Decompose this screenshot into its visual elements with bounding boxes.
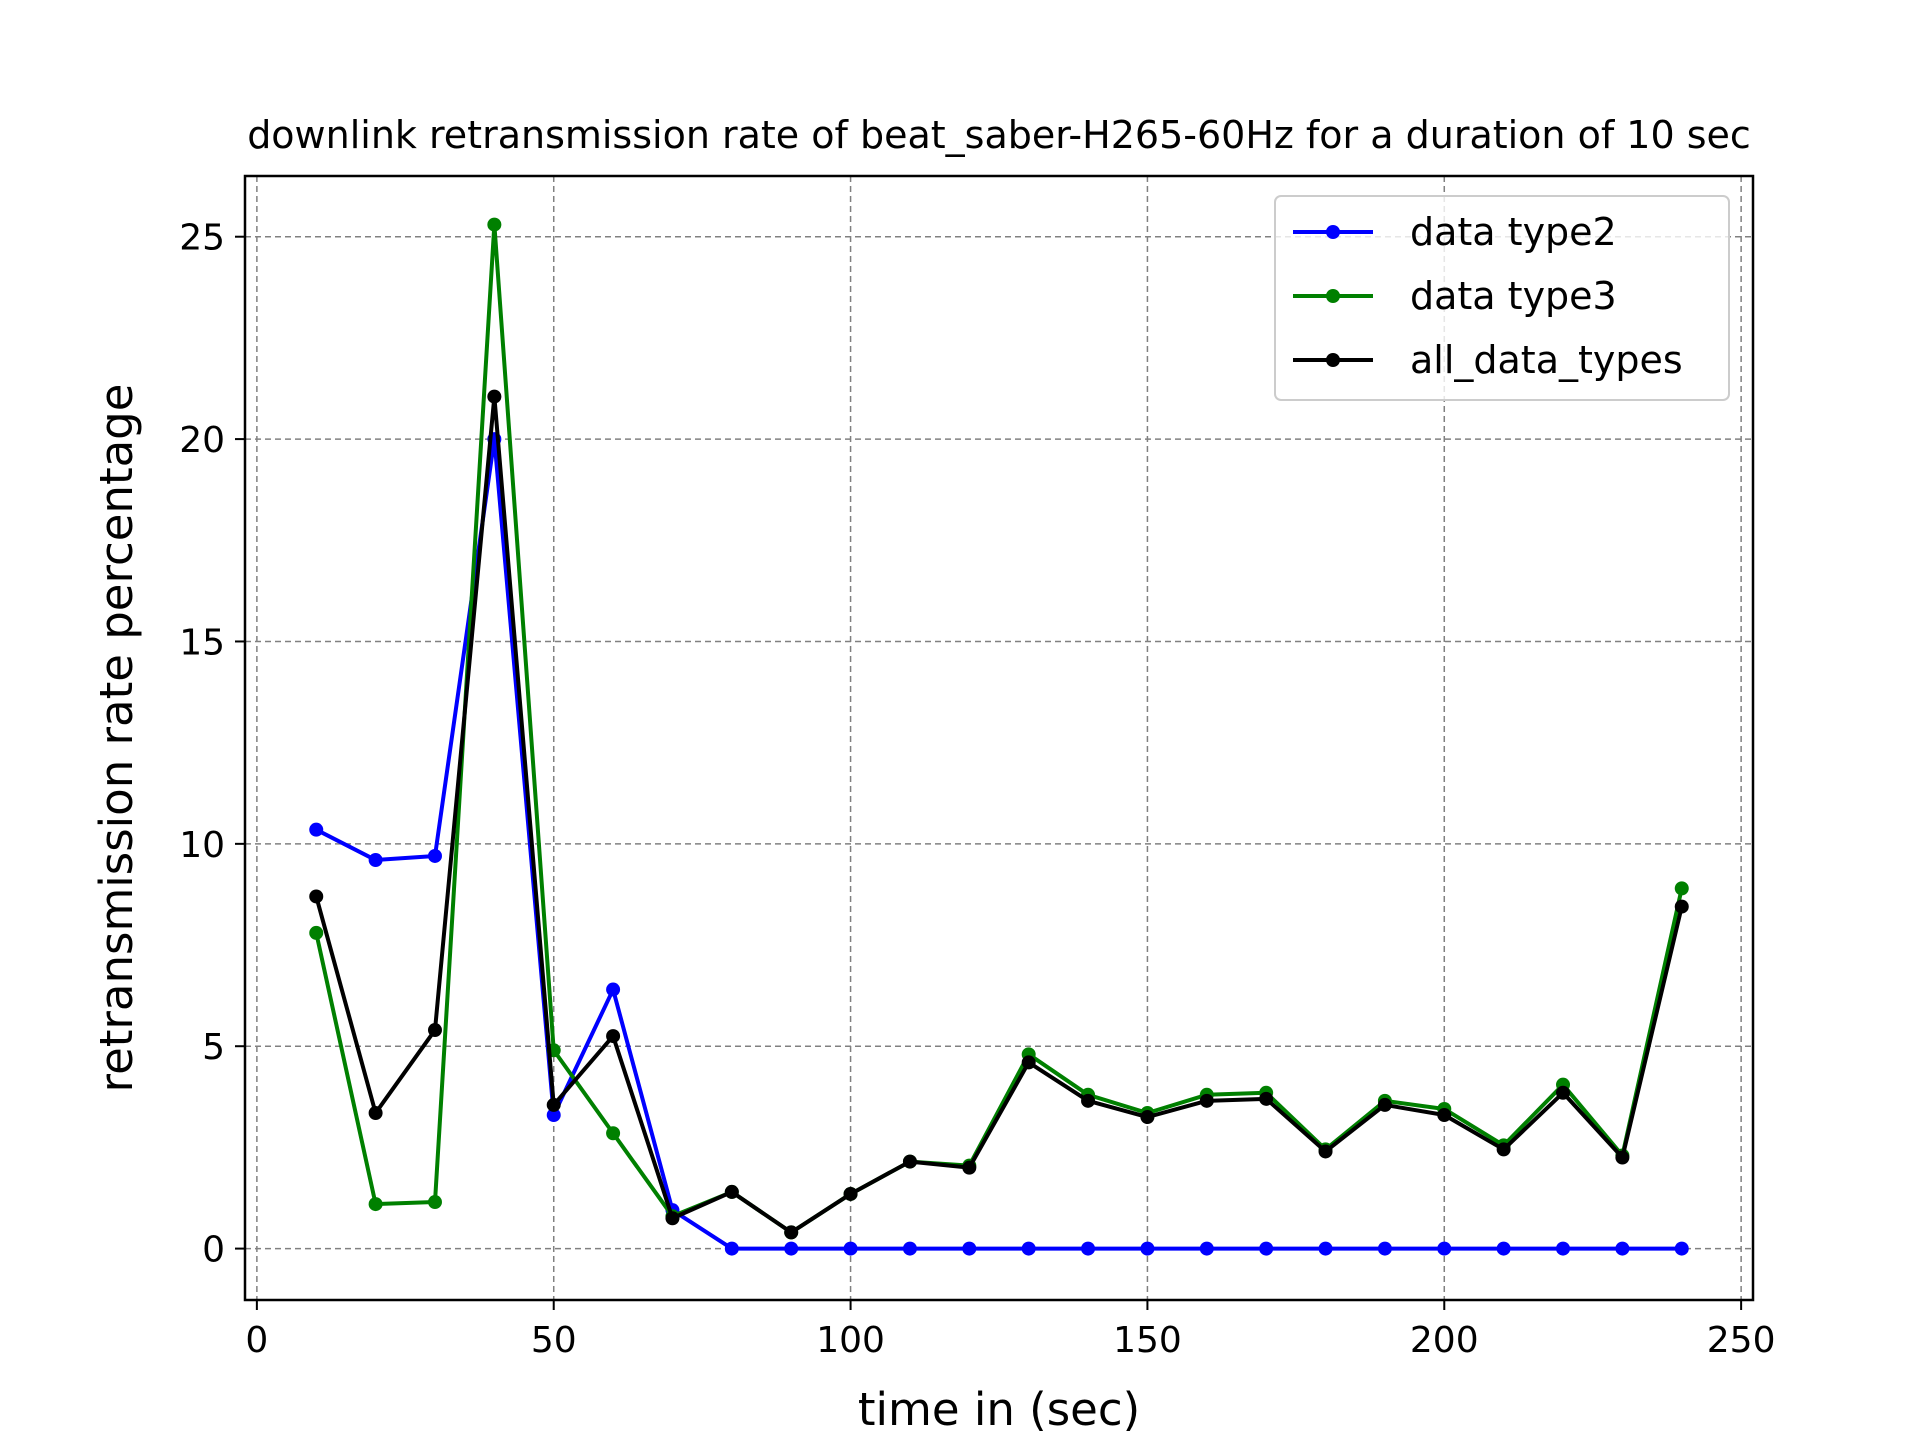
y-tick-label: 20 [179,420,225,461]
series-group [309,217,1689,1256]
data-point-data-type3 [368,1197,383,1212]
data-point-data-type3 [309,925,324,940]
data-point-data-type2 [1674,1241,1689,1256]
data-point-all-data-types [1259,1091,1274,1106]
data-point-data-type2 [1318,1241,1333,1256]
legend-marker-data-type3 [1326,289,1340,303]
data-point-all-data-types [1377,1097,1392,1112]
data-point-all-data-types [427,1023,442,1038]
y-tick-label: 25 [179,218,225,259]
x-axis-label: time in (sec) [858,1383,1140,1436]
x-tick-label: 0 [245,1320,268,1361]
data-point-data-type2 [309,822,324,837]
data-point-data-type2 [843,1241,858,1256]
legend-marker-data-type2 [1326,225,1340,239]
y-axis-label: retransmission rate percentage [90,384,143,1093]
data-point-data-type2 [1140,1241,1155,1256]
data-point-data-type2 [368,853,383,868]
data-point-data-type2 [784,1241,799,1256]
legend: data type2 data type3 all_data_types [1274,195,1730,401]
data-point-all-data-types [1615,1150,1630,1165]
data-point-all-data-types [843,1186,858,1201]
data-point-data-type2 [1199,1241,1214,1256]
axis-ticks: 0 50 100 150 200 250 0 5 10 15 20 25 [179,218,1775,1361]
x-tick-label: 250 [1707,1320,1776,1361]
legend-label-all-data-types: all_data_types [1410,338,1683,382]
data-point-all-data-types [1674,899,1689,914]
data-point-all-data-types [487,389,502,404]
data-point-all-data-types [784,1225,799,1240]
x-tick-label: 150 [1113,1320,1182,1361]
legend-label-data-type3: data type3 [1410,274,1617,318]
data-point-all-data-types [606,1029,621,1044]
data-point-all-data-types [546,1097,561,1112]
data-point-all-data-types [1081,1093,1096,1108]
data-point-all-data-types [1496,1142,1511,1157]
data-point-data-type3 [606,1126,621,1141]
data-point-all-data-types [902,1154,917,1169]
x-tick-label: 50 [531,1320,577,1361]
data-point-data-type2 [1615,1241,1630,1256]
x-tick-label: 100 [816,1320,885,1361]
data-point-all-data-types [1021,1055,1036,1070]
data-point-all-data-types [724,1184,739,1199]
data-point-data-type2 [962,1241,977,1256]
data-point-data-type2 [1081,1241,1096,1256]
y-tick-label: 10 [179,825,225,866]
data-point-data-type3 [427,1195,442,1210]
series-line-all-data-types [314,394,1684,1235]
series-line-data-type3 [314,222,1684,1235]
data-point-data-type3 [1674,881,1689,896]
data-point-data-type2 [606,982,621,997]
data-point-data-type2 [1377,1241,1392,1256]
data-point-all-data-types [665,1211,680,1226]
legend-label-data-type2: data type2 [1410,210,1617,254]
data-point-data-type2 [1021,1241,1036,1256]
data-point-all-data-types [1437,1108,1452,1123]
legend-marker-all-data-types [1326,353,1340,367]
data-point-data-type2 [427,848,442,863]
data-point-data-type2 [1259,1241,1274,1256]
data-point-all-data-types [1140,1110,1155,1125]
data-point-data-type3 [487,217,502,232]
data-point-data-type2 [1556,1241,1571,1256]
legend-box [1274,195,1730,401]
plot-area-frame [243,174,1755,1302]
y-tick-label: 5 [202,1027,225,1068]
data-point-data-type2 [902,1241,917,1256]
data-point-data-type2 [1437,1241,1452,1256]
data-point-all-data-types [962,1160,977,1175]
y-tick-label: 0 [202,1230,225,1271]
data-point-all-data-types [309,889,324,904]
data-point-all-data-types [1556,1085,1571,1100]
y-tick-label: 15 [179,622,225,663]
data-point-all-data-types [1318,1144,1333,1159]
data-point-data-type2 [1496,1241,1511,1256]
data-point-all-data-types [1199,1093,1214,1108]
x-tick-label: 200 [1410,1320,1479,1361]
chart-title: downlink retransmission rate of beat_sab… [247,113,1751,157]
data-point-data-type2 [546,1108,561,1123]
data-point-all-data-types [368,1106,383,1121]
series-all-data-types [309,389,1689,1240]
data-point-data-type2 [724,1241,739,1256]
